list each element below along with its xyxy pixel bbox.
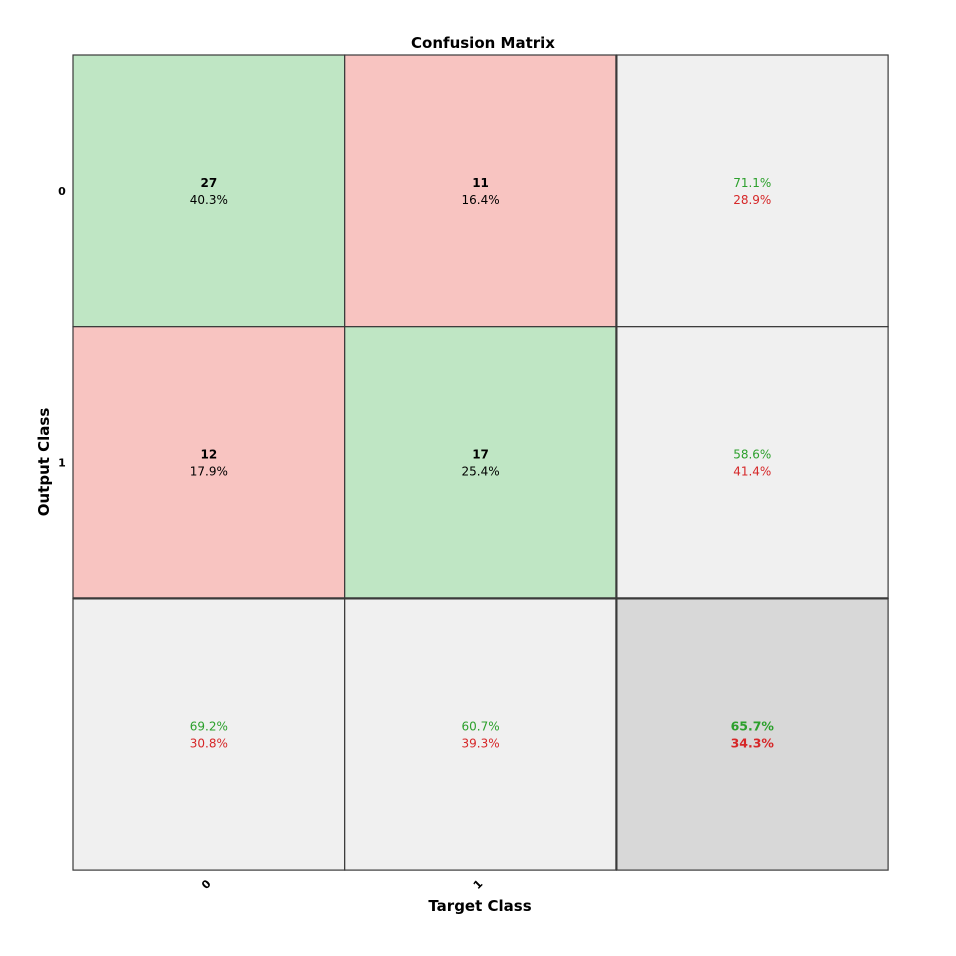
matrix-cell-0-0 bbox=[72, 54, 346, 328]
matrix-cell-0-2 bbox=[615, 54, 889, 328]
summary-correct: 69.2% bbox=[190, 719, 228, 733]
x-tick-label: 1 bbox=[471, 877, 486, 892]
x-axis-label: Target Class bbox=[428, 897, 531, 915]
summary-incorrect: 28.9% bbox=[733, 193, 771, 207]
chart-title: Confusion Matrix bbox=[411, 34, 555, 52]
summary-correct: 71.1% bbox=[733, 176, 771, 190]
summary-incorrect: 39.3% bbox=[461, 736, 499, 750]
cell-count: 17 bbox=[472, 448, 489, 462]
cell-count: 12 bbox=[200, 448, 217, 462]
cell-percent: 16.4% bbox=[461, 193, 499, 207]
cell-percent: 40.3% bbox=[190, 193, 228, 207]
y-tick-label: 0 bbox=[58, 185, 66, 198]
matrix-cell-2-0 bbox=[72, 597, 346, 871]
summary-incorrect: 34.3% bbox=[731, 735, 775, 750]
summary-correct: 65.7% bbox=[731, 718, 775, 733]
summary-correct: 60.7% bbox=[461, 719, 499, 733]
matrix-cell-1-0 bbox=[72, 326, 346, 600]
matrix-cell-2-1 bbox=[344, 597, 618, 871]
matrix-cell-0-1 bbox=[344, 54, 618, 328]
y-axis-label: Output Class bbox=[35, 408, 53, 517]
cell-percent: 25.4% bbox=[461, 465, 499, 479]
summary-incorrect: 30.8% bbox=[190, 736, 228, 750]
cell-percent: 17.9% bbox=[190, 465, 228, 479]
x-tick-label: 0 bbox=[199, 877, 214, 892]
matrix-cells bbox=[72, 54, 889, 871]
matrix-cell-labels: 27 40.3% 11 16.4% 71.1% 28.9% 12 17.9% 17 25.4% 58… bbox=[190, 176, 775, 750]
summary-incorrect: 41.4% bbox=[733, 465, 771, 479]
cell-count: 27 bbox=[200, 176, 217, 190]
matrix-cell-1-2 bbox=[615, 326, 889, 600]
matrix-cell-1-1 bbox=[344, 326, 618, 600]
summary-correct: 58.6% bbox=[733, 448, 771, 462]
cell-count: 11 bbox=[472, 176, 489, 190]
matrix-cell-2-2 bbox=[615, 597, 889, 871]
y-tick-label: 1 bbox=[58, 457, 66, 470]
